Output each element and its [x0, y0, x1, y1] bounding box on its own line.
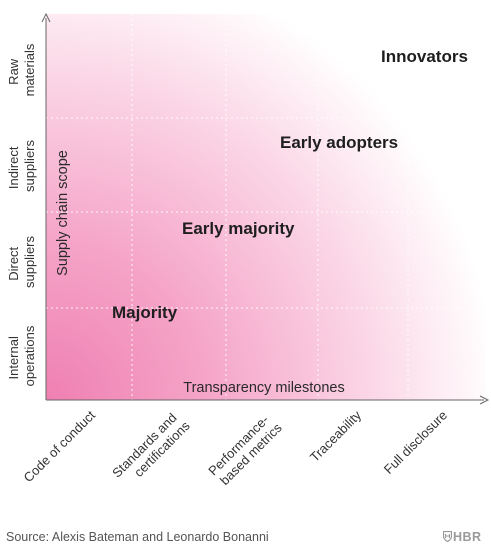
y-label-line: suppliers	[22, 139, 37, 192]
grid-lines	[46, 14, 486, 400]
y-label-direct-suppliers: Direct suppliers	[6, 235, 37, 288]
x-label-performance-metrics: Performance- based metrics	[205, 409, 285, 489]
y-axis-labels: Internal operations Direct suppliers Ind…	[6, 43, 37, 386]
x-axis-labels: Code of conduct Standards and certificat…	[21, 407, 451, 491]
source-note: Source: Alexis Bateman and Leonardo Bona…	[6, 530, 269, 544]
x-label-full-disclosure: Full disclosure	[381, 408, 450, 477]
y-label-indirect-suppliers: Indirect suppliers	[6, 139, 37, 192]
gradient-field	[46, 14, 486, 400]
x-label-line: Traceability	[307, 407, 365, 465]
y-label-line: operations	[22, 325, 37, 386]
y-label-line: materials	[22, 43, 37, 96]
y-label-line: Internal	[6, 336, 21, 379]
hbr-logo: HBR	[443, 530, 482, 544]
y-label-raw-materials: Raw materials	[6, 43, 37, 96]
y-axis-arrow	[41, 12, 51, 23]
x-axis-arrow	[479, 395, 490, 405]
x-axis-title: Transparency milestones	[183, 380, 344, 396]
segment-innovators: Innovators	[381, 47, 468, 66]
x-label-code-of-conduct: Code of conduct	[21, 407, 99, 485]
x-label-line: Code of conduct	[21, 407, 99, 485]
segment-majority: Majority	[112, 303, 178, 322]
y-label-line: suppliers	[22, 235, 37, 288]
y-axis-title: Supply chain scope	[55, 150, 71, 276]
axes	[41, 12, 490, 405]
segment-early-adopters: Early adopters	[280, 133, 398, 152]
shield-icon	[443, 531, 452, 542]
x-label-traceability: Traceability	[307, 407, 365, 465]
y-label-internal-operations: Internal operations	[6, 325, 37, 386]
segment-early-majority: Early majority	[182, 219, 295, 238]
y-label-line: Raw	[6, 58, 21, 85]
y-label-line: Direct	[6, 246, 21, 280]
y-label-line: Indirect	[6, 146, 21, 189]
x-label-standards-certifications: Standards and certifications	[109, 407, 193, 491]
x-label-line: Full disclosure	[381, 408, 450, 477]
hbr-logo-text: HBR	[453, 530, 482, 544]
